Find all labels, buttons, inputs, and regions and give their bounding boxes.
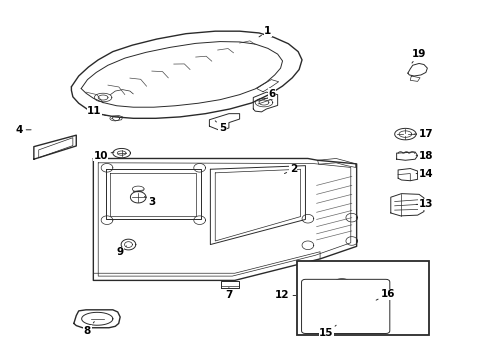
Text: 13: 13 <box>415 199 432 210</box>
Text: 18: 18 <box>415 150 432 161</box>
Text: 14: 14 <box>415 168 432 179</box>
Text: 17: 17 <box>413 129 432 139</box>
Text: 9: 9 <box>116 246 126 257</box>
Text: 2: 2 <box>284 164 296 174</box>
Text: 1: 1 <box>259 26 271 37</box>
Text: 16: 16 <box>375 289 395 300</box>
Text: 10: 10 <box>93 150 114 161</box>
Text: 8: 8 <box>84 321 94 336</box>
Text: 5: 5 <box>215 121 226 133</box>
Text: 15: 15 <box>319 325 335 338</box>
Text: 4: 4 <box>16 125 31 135</box>
Text: 3: 3 <box>144 197 155 207</box>
Bar <box>297 261 428 335</box>
Text: 7: 7 <box>225 288 232 300</box>
Text: 19: 19 <box>411 49 426 63</box>
Text: 6: 6 <box>264 89 275 99</box>
FancyBboxPatch shape <box>301 279 389 333</box>
Text: 12: 12 <box>275 291 295 301</box>
Text: 11: 11 <box>87 106 105 116</box>
